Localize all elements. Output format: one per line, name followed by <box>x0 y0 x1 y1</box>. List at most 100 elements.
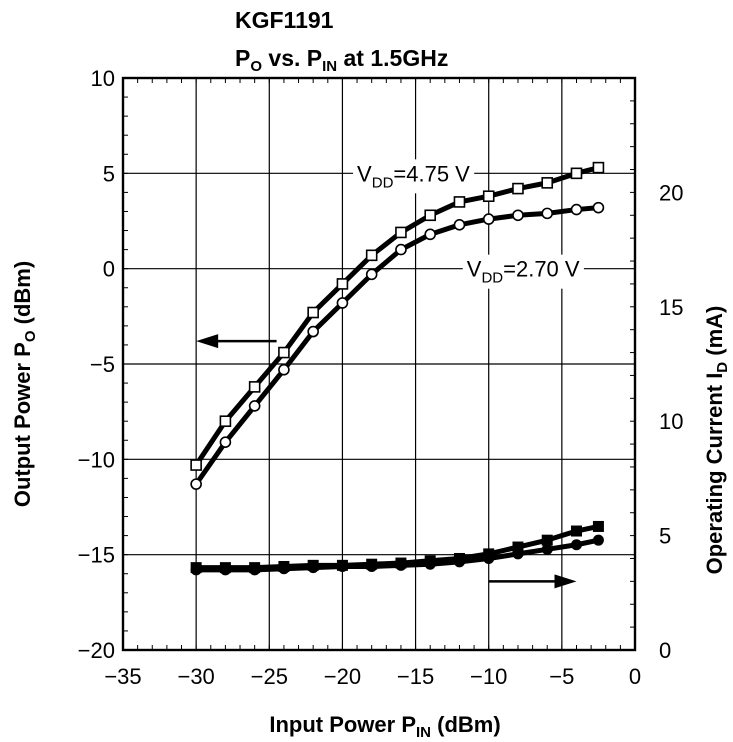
x-tick-label: −5 <box>549 664 574 689</box>
data-point <box>592 161 605 174</box>
data-point <box>482 190 495 203</box>
data-point <box>336 560 348 572</box>
chart-title: KGF1191 <box>235 7 334 33</box>
data-point <box>483 552 495 564</box>
data-point <box>592 201 605 214</box>
arrow-head-2 <box>554 574 577 589</box>
data-point <box>395 226 407 239</box>
annotation-main: V <box>357 161 372 186</box>
series-annotation-1: VDD=4.75 V <box>357 161 470 191</box>
y2-tick-label: 10 <box>659 409 683 434</box>
data-point <box>541 177 554 189</box>
data-point <box>453 219 466 231</box>
y2-tick-label: 20 <box>659 180 683 205</box>
y-tick-label: −10 <box>78 447 115 472</box>
data-point <box>512 209 524 222</box>
x-tick-label: −25 <box>251 664 288 689</box>
data-point <box>453 556 465 568</box>
x-tick-label: −20 <box>324 664 361 689</box>
annotation-sub: DD <box>481 270 503 287</box>
tick-labels: −35 −30 −25 −20 −15 −10 −5 0 −20 −15 −10 −5 0 5 10 0 5 10… <box>78 66 684 689</box>
data-point <box>307 562 319 574</box>
annotation-tail: =2.70 V <box>503 257 580 282</box>
y2-tick-label: 5 <box>659 524 671 549</box>
x-axis-title-tail: (dBm) <box>431 712 501 737</box>
chart-subtitle-mid: vs. P <box>262 45 322 71</box>
data-point <box>570 167 583 180</box>
data-point <box>336 278 349 290</box>
x-tick-label: −10 <box>470 664 507 689</box>
chart-subtitle-tail: at 1.5GHz <box>337 45 448 71</box>
y-tick-label: −20 <box>78 638 115 663</box>
data-point <box>190 478 202 490</box>
data-point <box>512 541 524 553</box>
x-axis-title-sub: IN <box>416 724 431 741</box>
data-point <box>366 560 378 572</box>
y-tick-label: 5 <box>103 161 115 186</box>
data-point <box>512 548 524 560</box>
data-point <box>219 564 231 576</box>
data-point <box>248 381 261 393</box>
data-point <box>190 459 202 471</box>
y-axis-title-tail: (dBm) <box>10 261 35 331</box>
data-point <box>278 563 290 575</box>
annotation-background <box>462 254 584 289</box>
y2-tick-label: 0 <box>659 638 671 663</box>
data-point <box>248 400 261 412</box>
chart-subtitle-main: P <box>235 45 250 71</box>
data-point <box>278 346 290 359</box>
data-point <box>424 558 436 570</box>
data-point <box>395 243 407 256</box>
data-point <box>307 325 319 338</box>
data-point <box>541 207 554 220</box>
y-tick-label: −15 <box>78 543 115 568</box>
y-axis-title: Output Power PO (dBm) <box>10 261 39 507</box>
data-point <box>190 564 202 576</box>
data-point <box>453 196 466 208</box>
y-tick-label: 10 <box>91 66 115 91</box>
data-point <box>424 228 437 241</box>
x-tick-label: −35 <box>104 664 141 689</box>
y2-tick-label: 15 <box>659 295 683 320</box>
x-axis-title: Input Power PIN (dBm) <box>269 712 500 741</box>
y-tick-label: −5 <box>90 352 115 377</box>
series-annotation-2: VDD=2.70 V <box>467 257 580 287</box>
chart-subtitle-sub1: O <box>250 58 262 75</box>
data-point <box>570 203 583 216</box>
x-tick-label: −30 <box>177 664 214 689</box>
data-point <box>592 534 604 546</box>
data-point <box>365 268 378 281</box>
data-point <box>336 297 349 309</box>
data-point <box>219 436 232 448</box>
x-axis-title-main: Input Power P <box>269 712 416 737</box>
y-axis-title-main: Output Power P <box>10 342 35 507</box>
data-point <box>482 213 495 225</box>
x-tick-label: 0 <box>629 664 641 689</box>
data-point <box>249 564 261 576</box>
data-point <box>541 534 553 546</box>
series-layer <box>190 161 605 576</box>
data-point <box>570 525 582 537</box>
y2-axis-title-tail: (mA) <box>702 306 727 362</box>
y2-axis-title: Operating Current ID (mA) <box>702 306 731 575</box>
data-point <box>592 520 604 532</box>
annotation-sub: DD <box>372 174 394 191</box>
chart-subtitle-sub2: IN <box>322 58 337 75</box>
y2-axis-title-sub: D <box>714 362 731 373</box>
data-point <box>395 559 407 571</box>
data-point <box>541 543 553 555</box>
arrow-head-1 <box>196 334 219 349</box>
data-point <box>219 415 232 428</box>
data-point <box>307 306 319 319</box>
data-point <box>365 249 378 262</box>
y2-axis-title-main: Operating Current I <box>702 373 727 575</box>
annotation-main: V <box>467 257 482 282</box>
y-axis-title-sub: O <box>22 330 39 342</box>
data-point <box>512 182 524 195</box>
annotation-background <box>353 159 475 194</box>
annotation-tail: =4.75 V <box>393 161 470 186</box>
data-point <box>424 209 437 222</box>
plot-frame <box>121 76 637 652</box>
